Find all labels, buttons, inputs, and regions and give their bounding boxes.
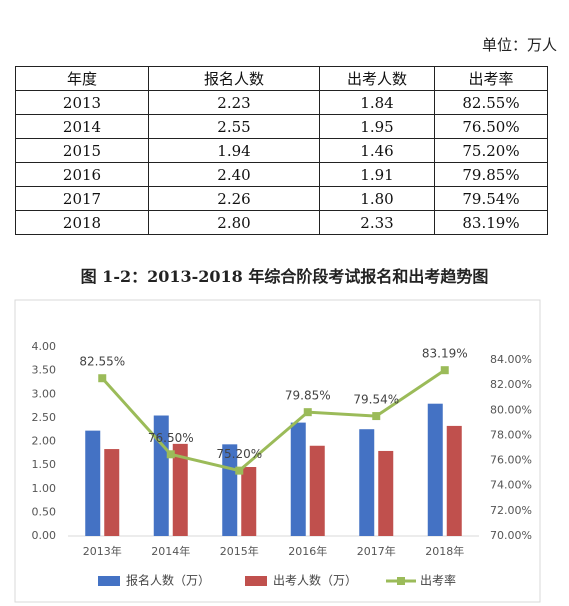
y-tick-label: 4.00 bbox=[32, 340, 57, 353]
bar bbox=[446, 425, 462, 536]
legend-swatch bbox=[397, 577, 405, 585]
bar bbox=[85, 430, 101, 536]
legend-swatch bbox=[245, 576, 267, 586]
line-marker bbox=[98, 374, 107, 383]
bar bbox=[241, 467, 257, 536]
table-cell: 2.33 bbox=[319, 210, 435, 235]
data-label: 75.20% bbox=[216, 447, 262, 461]
legend-label: 出考人数（万） bbox=[273, 573, 357, 588]
bar bbox=[359, 429, 375, 536]
y2-tick-label: 72.00% bbox=[490, 504, 532, 517]
y2-tick-label: 84.00% bbox=[490, 353, 532, 366]
unit-note: 单位：万人 bbox=[481, 36, 557, 54]
table-cell: 出考人数 bbox=[319, 66, 435, 91]
y-tick-label: 0.50 bbox=[32, 505, 57, 518]
bar bbox=[378, 450, 394, 536]
table-cell: 2.26 bbox=[148, 186, 320, 211]
data-label: 83.19% bbox=[422, 347, 468, 361]
y-tick-label: 3.00 bbox=[32, 387, 57, 400]
table-cell: 报名人数 bbox=[148, 66, 320, 91]
caption: 图 1-2：2013-2018 年综合阶段考试报名和出考趋势图 bbox=[80, 267, 489, 286]
bar bbox=[427, 403, 443, 536]
table-cell: 1.84 bbox=[319, 90, 435, 115]
y2-tick-label: 76.00% bbox=[490, 454, 532, 467]
x-tick-label: 2013年 bbox=[83, 544, 122, 558]
x-tick-label: 2018年 bbox=[425, 544, 464, 558]
line-marker bbox=[235, 466, 244, 475]
y2-tick-label: 78.00% bbox=[490, 428, 532, 441]
y2-tick-label: 70.00% bbox=[490, 529, 532, 542]
y-tick-label: 1.50 bbox=[32, 458, 57, 471]
legend-label: 出考率 bbox=[420, 573, 456, 588]
legend-label: 报名人数（万） bbox=[126, 573, 210, 588]
table-cell: 82.55% bbox=[434, 90, 548, 115]
table-cell: 2018 bbox=[15, 210, 149, 235]
data-label: 79.85% bbox=[285, 389, 331, 403]
table-cell: 出考率 bbox=[434, 66, 548, 91]
table-cell: 2.55 bbox=[148, 114, 320, 139]
y-tick-label: 2.50 bbox=[32, 411, 57, 424]
bar bbox=[309, 445, 325, 536]
data-label: 79.54% bbox=[353, 393, 399, 407]
table-row: 2018 2.80 2.33 83.19% bbox=[15, 210, 548, 235]
y2-tick-label: 80.00% bbox=[490, 403, 532, 416]
legend-swatch bbox=[98, 576, 120, 586]
y2-tick-label: 74.00% bbox=[490, 479, 532, 492]
x-tick-label: 2016年 bbox=[288, 544, 327, 558]
chart-frame bbox=[14, 299, 541, 603]
table-cell: 2016 bbox=[15, 162, 149, 187]
bar bbox=[290, 422, 306, 536]
table-row: 2013 2.23 1.84 82.55% bbox=[15, 90, 548, 115]
x-tick-label: 2017年 bbox=[357, 544, 396, 558]
table-cell: 79.85% bbox=[434, 162, 548, 187]
y-tick-label: 2.00 bbox=[32, 435, 57, 448]
table-cell: 75.20% bbox=[434, 138, 548, 163]
line-marker bbox=[303, 408, 312, 417]
data-table: 年度 报名人数 出考人数 出考率 2013 2.23 1.84 82.55% 2014 2.55 1… bbox=[15, 66, 548, 235]
table-cell: 2.80 bbox=[148, 210, 320, 235]
table-header: 年度 报名人数 出考人数 出考率 bbox=[15, 66, 548, 91]
bar bbox=[104, 449, 120, 536]
x-tick-label: 2015年 bbox=[220, 544, 259, 558]
bar bbox=[153, 415, 169, 536]
table-row: 2017 2.26 1.80 79.54% bbox=[15, 186, 548, 211]
table-cell: 年度 bbox=[15, 66, 149, 91]
line bbox=[101, 368, 446, 473]
table-cell: 1.91 bbox=[319, 162, 435, 187]
data-label: 82.55% bbox=[79, 355, 125, 369]
table-cell: 1.95 bbox=[319, 114, 435, 139]
table-cell: 76.50% bbox=[434, 114, 548, 139]
table-cell: 1.94 bbox=[148, 138, 320, 163]
y-tick-label: 3.50 bbox=[32, 364, 57, 377]
line-marker bbox=[372, 412, 381, 421]
y-tick-label: 1.00 bbox=[32, 482, 57, 495]
x-tick-label: 2014年 bbox=[151, 544, 190, 558]
line-marker bbox=[440, 366, 449, 375]
data-label: 76.50% bbox=[148, 431, 194, 445]
bar bbox=[172, 443, 188, 536]
table-cell: 83.19% bbox=[434, 210, 548, 235]
line-marker bbox=[166, 450, 175, 459]
y-tick-label: 0.00 bbox=[32, 529, 57, 542]
y2-tick-label: 82.00% bbox=[490, 378, 532, 391]
